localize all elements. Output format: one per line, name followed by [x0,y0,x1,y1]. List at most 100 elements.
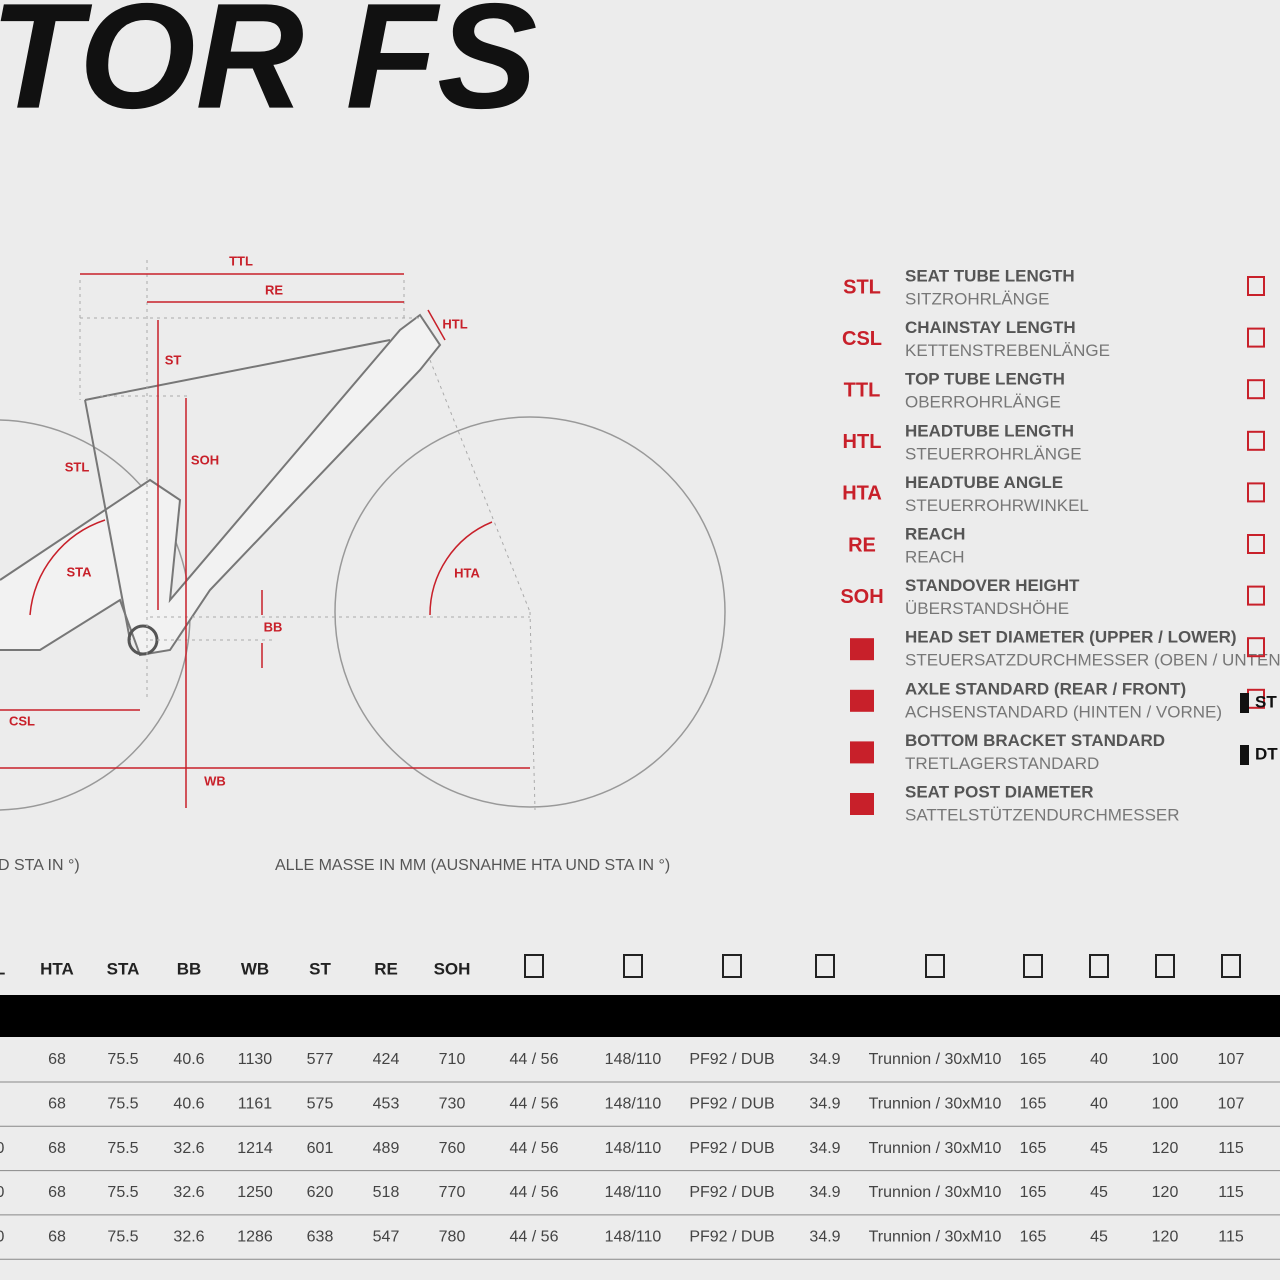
table-cell: 780 [439,1228,466,1245]
table-cell: 75.5 [107,1051,138,1068]
legend-icon [850,793,874,815]
side-icon [1247,637,1265,658]
table-cell: 120 [1152,1140,1179,1157]
table-cell: 115 [1218,1140,1244,1157]
table-header: BB [177,959,202,978]
header-icon [815,954,835,978]
legend-en: REACH [905,524,965,543]
legend-en: HEADTUBE LENGTH [905,421,1074,440]
legend-en: HEADTUBE ANGLE [905,473,1063,492]
legend-de: STEUERROHRLÄNGE [905,444,1082,463]
table-cell: Trunnion / 30xM10 [869,1140,1002,1157]
table-cell: 100 [1152,1051,1179,1068]
side-label: DT [1255,744,1278,763]
table-cell: 68 [48,1228,66,1245]
table-cell: 68 [48,1140,66,1157]
table-cell: 34.9 [809,1228,840,1245]
table-cell: 148/110 [605,1140,662,1157]
table-cell: 620 [307,1184,334,1201]
table-cell: 44 / 56 [510,1051,559,1068]
dimension-label: STL [65,459,90,474]
table-cell: 1250 [237,1184,273,1201]
table-cell: 40 [1090,1051,1108,1068]
table-cell: 575 [307,1096,334,1113]
side-icon [1247,327,1265,348]
table: L HTA STA BB WB ST RE SOH 68 75.5 40.6 1130 577 424 71… [0,954,1280,1260]
table-cell: 0 [0,1184,5,1201]
dimension-label: WB [204,773,226,788]
dimension-label: SOH [191,452,219,467]
table-cell: 0 [0,1140,5,1157]
dimension-label: RE [265,282,283,297]
legend-de: ÜBERSTANDSHÖHE [905,599,1069,618]
table-cell: 148/110 [605,1228,662,1245]
header-icon [1155,954,1175,978]
table-cell: 68 [48,1096,66,1113]
table-cell: 40.6 [173,1051,204,1068]
legend-abbr: STL [843,276,881,298]
table-cell: 148/110 [605,1184,662,1201]
side-icon [1247,430,1265,451]
dimension-label: CSL [9,713,35,728]
table-cell: 107 [1218,1051,1245,1068]
side-icon [1247,379,1265,400]
table-cell: 489 [373,1140,400,1157]
table-cell: 577 [307,1051,334,1068]
legend: STL SEAT TUBE LENGTH SITZROHRLÄNGE CSL CHAIN… [840,266,1280,824]
legend-de: ACHSENSTANDARD (HINTEN / VORNE) [905,702,1222,721]
legend-de: SATTELSTÜTZENDURCHMESSER [905,805,1180,824]
legend-en: STANDOVER HEIGHT [905,576,1080,595]
dimension-label: HTL [442,316,467,331]
table-cell: 45 [1090,1184,1108,1201]
table-cell: PF92 / DUB [689,1184,774,1201]
table-cell: 45 [1090,1228,1108,1245]
table-cell: 34.9 [809,1140,840,1157]
table-cell: 115 [1218,1228,1244,1245]
table-cell: Trunnion / 30xM10 [869,1096,1002,1113]
table-cell: 710 [439,1051,466,1068]
legend-en: CHAINSTAY LENGTH [905,318,1076,337]
table-cell: 120 [1152,1228,1179,1245]
table-cell: 1214 [237,1140,273,1157]
dimension-label: HTA [454,565,480,580]
table-cell: 115 [1218,1184,1244,1201]
table-cell: 424 [373,1051,400,1068]
table-cell: 68 [48,1184,66,1201]
legend-icon [850,741,874,764]
table-cell: PF92 / DUB [689,1051,774,1068]
bottle-icon [1240,693,1249,713]
table-cell: Trunnion / 30xM10 [869,1184,1002,1201]
table-header: RE [374,959,398,978]
diagram-labels: TTL RE HTL ST SOH STL STA HTA BB CSL WB [9,253,480,788]
table-cell: 1161 [238,1096,273,1113]
table-cell: 1286 [237,1228,273,1245]
table-cell: 547 [373,1228,400,1245]
legend-abbr: RE [848,534,876,556]
note: D STA IN °) [0,857,80,874]
table-cell: 75.5 [107,1228,138,1245]
table-cell: 44 / 56 [510,1140,559,1157]
table-header: STA [107,959,140,978]
table-cell: 760 [439,1140,466,1157]
side-label: ST [1255,692,1277,711]
header-icon [524,954,544,978]
table-cell: 40.6 [173,1096,204,1113]
table-cell: 165 [1020,1184,1047,1201]
legend-en: AXLE STANDARD (REAR / FRONT) [905,679,1186,698]
side-icon [1247,585,1265,606]
dimension-label: STA [66,564,92,579]
table-cell: 107 [1218,1096,1245,1113]
table-cell: 165 [1020,1096,1047,1113]
table-cell: 1130 [238,1051,273,1068]
legend-de: SITZROHRLÄNGE [905,289,1050,308]
table-cell: 40 [1090,1096,1108,1113]
legend-de: STEUERROHRWINKEL [905,496,1089,515]
legend-abbr: HTL [843,431,882,453]
table-cell: 638 [307,1228,334,1245]
table-cell: 100 [1152,1096,1179,1113]
table-cell: 75.5 [107,1184,138,1201]
table-cell: 120 [1152,1184,1179,1201]
table-header: HTA [40,959,74,978]
dimension-label: TTL [229,253,253,268]
